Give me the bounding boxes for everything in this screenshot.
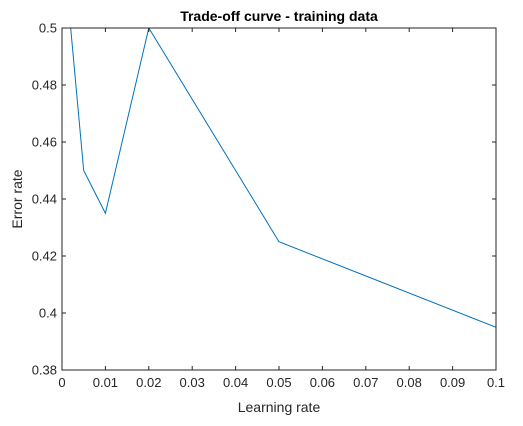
- plot-area-background: [62, 28, 496, 370]
- y-tick-label: 0.5: [39, 21, 57, 36]
- y-tick-label: 0.38: [32, 363, 57, 378]
- y-tick-label: 0.44: [32, 192, 57, 207]
- x-tick-label: 0: [58, 375, 65, 390]
- y-tick-label: 0.4: [39, 306, 57, 321]
- x-tick-label: 0.06: [310, 375, 335, 390]
- chart-title: Trade-off curve - training data: [180, 8, 378, 24]
- x-tick-label: 0.08: [397, 375, 422, 390]
- y-tick-label: 0.48: [32, 78, 57, 93]
- x-tick-label: 0.02: [136, 375, 161, 390]
- y-axis-ticks: 0.38 0.4 0.42 0.44 0.46 0.48 0.5: [32, 21, 496, 378]
- y-tick-label: 0.42: [32, 249, 57, 264]
- series-layer: [66, 28, 496, 328]
- x-tick-label: 0.07: [353, 375, 378, 390]
- x-axis-ticks: 0 0.01 0.02 0.03 0.04 0.05 0.06 0.07 0.08 0.09 0.1: [58, 28, 505, 390]
- x-tick-label: 0.09: [440, 375, 465, 390]
- x-tick-label: 0.03: [180, 375, 205, 390]
- x-tick-label: 0.05: [266, 375, 291, 390]
- x-axis-label: Learning rate: [238, 399, 321, 415]
- x-tick-label: 0.1: [487, 375, 505, 390]
- x-tick-label: 0.04: [223, 375, 248, 390]
- series-line-0: [66, 28, 496, 328]
- x-tick-label: 0.01: [93, 375, 118, 390]
- y-axis-label: Error rate: [9, 169, 25, 228]
- y-tick-label: 0.46: [32, 135, 57, 150]
